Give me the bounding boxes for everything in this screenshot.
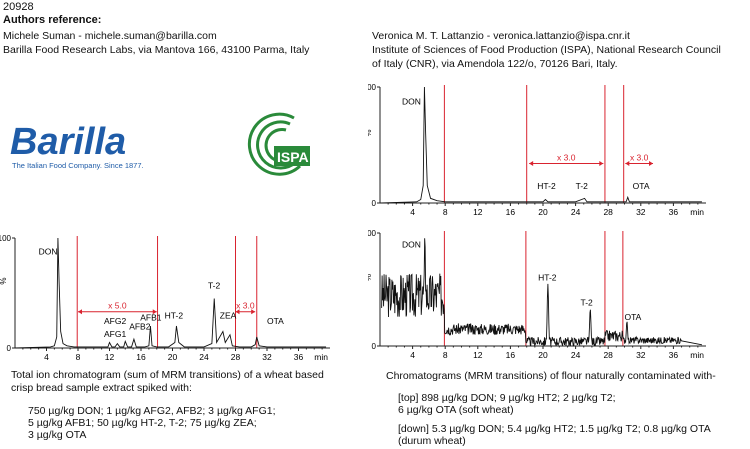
peak-label: DON xyxy=(402,240,421,250)
scale-arrowhead xyxy=(649,161,654,167)
x-tick-label: 12 xyxy=(473,350,483,360)
x-tick-label: 36 xyxy=(669,207,679,217)
right-caption-top: [top] 898 µg/kg DON; 9 µg/kg HT2; 2 µg/k… xyxy=(398,392,616,404)
chart-durum-wheat: 0 100% 4 8 12 16 20 24 28 32 36 min DON HT-2 T-2 OTA xyxy=(368,226,728,363)
scale-annotation-label: x 5.0 xyxy=(108,301,127,311)
y-axis-label: % xyxy=(0,277,8,284)
right-caption-down: [down] 5.3 µg/kg DON; 5.4 µg/kg HT2; 1.5… xyxy=(398,423,711,435)
chart-spiked-crisp-bread: 0 100% 4 8 12 16 20 24 28 32 36 min x 5.0 x 3.0 DON AFG… xyxy=(0,228,350,363)
x-tick-label: 12 xyxy=(473,207,483,217)
scale-annotation-label: x 3.0 xyxy=(236,301,255,311)
y-axis-label: % xyxy=(368,274,373,281)
ispa-logo: ISPA xyxy=(244,110,314,185)
barilla-logo: Barilla The Italian Food Company. Since … xyxy=(8,118,168,179)
x-axis-unit-label: min xyxy=(690,207,704,217)
right-caption-top: 6 µg/kg OTA (soft wheat) xyxy=(398,404,514,416)
left-author-address: Barilla Food Research Labs, via Mantova … xyxy=(3,44,310,56)
peak-label: AFB2 xyxy=(129,321,151,331)
peak-label: ZEA xyxy=(220,310,237,320)
x-tick-label: 8 xyxy=(443,350,448,360)
x-tick-label: 32 xyxy=(636,350,646,360)
peak-label: OTA xyxy=(267,316,284,326)
scale-annotation-label: x 3.0 xyxy=(557,153,576,163)
scale-arrowhead xyxy=(625,161,630,167)
y-tick-label: 100 xyxy=(368,83,377,92)
y-tick-label: 0 xyxy=(372,342,377,351)
chart-soft-wheat: 0 100% 4 8 12 16 20 24 28 32 36 min x 3.0 x 3.0 DON HT-… xyxy=(368,80,728,220)
right-author-name: Veronica M. T. Lattanzio - veronica.latt… xyxy=(372,30,630,42)
peak-label: AFG2 xyxy=(104,316,126,326)
peak-label: T-2 xyxy=(208,281,221,291)
scale-arrowhead xyxy=(235,309,240,315)
right-caption-title: Chromatograms (MRM transitions) of flour… xyxy=(386,370,716,382)
x-tick-label: 28 xyxy=(231,352,241,362)
chart-spiked-crisp-bread-svg: 0 100% 4 8 12 16 20 24 28 32 36 min x 5.0 x 3.0 DON AFG… xyxy=(0,234,330,362)
x-tick-label: 16 xyxy=(506,207,516,217)
x-tick-label: 4 xyxy=(44,352,49,362)
barilla-logo-wordmark: Barilla xyxy=(10,121,126,163)
right-caption-down: (durum wheat) xyxy=(398,435,466,447)
chart-durum-wheat-svg: 0 100% 4 8 12 16 20 24 28 32 36 min DON HT-2 T-2 OTA xyxy=(368,229,706,360)
x-tick-label: 32 xyxy=(636,207,646,217)
scale-annotation-label: x 3.0 xyxy=(630,153,649,163)
x-tick-label: 16 xyxy=(136,352,146,362)
document-id: 20928 xyxy=(3,1,34,13)
scale-arrowhead xyxy=(152,309,157,315)
peak-label: OTA xyxy=(625,312,642,322)
barilla-logo-tagline: The Italian Food Company. Since 1877. xyxy=(12,161,144,170)
x-tick-label: 24 xyxy=(199,352,209,362)
peak-label: HT-2 xyxy=(538,272,557,282)
x-tick-label: 28 xyxy=(603,207,613,217)
scale-arrowhead xyxy=(78,309,82,315)
x-tick-label: 24 xyxy=(571,207,581,217)
peak-label: DON xyxy=(402,96,421,106)
x-tick-label: 24 xyxy=(571,350,581,360)
left-caption-item: 750 µg/kg DON; 1 µg/kg AFG2, AFB2; 3 µg/… xyxy=(28,405,276,417)
y-tick-label: 100 xyxy=(368,229,377,238)
peak-label: T-2 xyxy=(576,181,589,191)
x-tick-label: 8 xyxy=(443,207,448,217)
authors-reference-heading: Authors reference: xyxy=(3,14,102,26)
y-tick-label: 100 xyxy=(0,234,12,243)
scale-arrowhead xyxy=(599,161,604,167)
x-tick-label: 20 xyxy=(168,352,178,362)
scale-arrowhead xyxy=(251,309,256,315)
peak-label: DON xyxy=(39,247,58,257)
peak-label: AFG1 xyxy=(104,329,126,339)
left-caption-item: 3 µg/kg OTA xyxy=(28,429,87,441)
x-axis-unit-label: min xyxy=(314,352,328,362)
x-tick-label: 20 xyxy=(538,207,548,217)
y-tick-label: 0 xyxy=(7,344,12,353)
peak-label: T-2 xyxy=(580,297,593,307)
right-author-address-line2: of Italy (CNR), via Amendola 122/o, 7012… xyxy=(372,58,618,70)
left-caption-title-line1: Total ion chromatogram (sum of MRM trans… xyxy=(11,369,324,381)
x-tick-label: 32 xyxy=(262,352,272,362)
peak-label: OTA xyxy=(633,181,650,191)
x-tick-label: 8 xyxy=(76,352,81,362)
x-axis-unit-label: min xyxy=(690,350,704,360)
x-tick-label: 20 xyxy=(538,350,548,360)
x-tick-label: 4 xyxy=(410,350,415,360)
chart-soft-wheat-svg: 0 100% 4 8 12 16 20 24 28 32 36 min x 3.0 x 3.0 DON HT-… xyxy=(368,83,706,217)
x-tick-label: 16 xyxy=(506,350,516,360)
x-tick-label: 28 xyxy=(603,350,613,360)
chromatogram-trace xyxy=(379,86,702,204)
peak-label: HT-2 xyxy=(537,181,556,191)
x-tick-label: 12 xyxy=(105,352,115,362)
right-author-address-line1: Institute of Sciences of Food Production… xyxy=(372,44,721,56)
y-axis-label: % xyxy=(368,129,373,136)
left-caption-title-line2: crisp bread sample extract spiked with: xyxy=(11,382,192,394)
peak-label: AFB1 xyxy=(140,313,162,323)
chromatogram-trace xyxy=(381,238,703,348)
peak-label: HT-2 xyxy=(165,310,184,320)
chromatogram-trace xyxy=(14,237,327,349)
scale-arrowhead xyxy=(529,161,534,167)
x-tick-label: 4 xyxy=(410,207,415,217)
left-author-name: Michele Suman - michele.suman@barilla.co… xyxy=(3,30,217,42)
left-caption-item: 5 µg/kg AFB1; 50 µg/kg HT-2, T-2; 75 µg/… xyxy=(28,417,257,429)
x-tick-label: 36 xyxy=(669,350,679,360)
y-tick-label: 0 xyxy=(372,199,377,208)
ispa-logo-text: ISPA xyxy=(277,149,309,165)
x-tick-label: 36 xyxy=(294,352,304,362)
